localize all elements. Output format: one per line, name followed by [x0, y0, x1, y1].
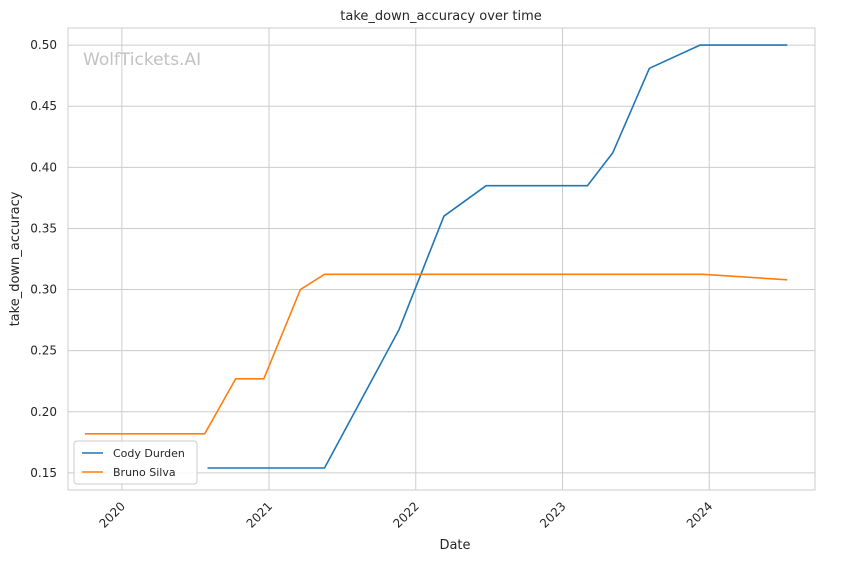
y-tick-labels: 0.15 0.20 0.25 0.30 0.35 0.40 0.45 0.50	[30, 38, 57, 480]
watermark-text: WolfTickets.AI	[83, 50, 201, 70]
y-tick-label: 0.50	[30, 38, 57, 52]
y-tick-label: 0.45	[30, 99, 57, 113]
y-tick-label: 0.40	[30, 160, 57, 174]
legend-label: Cody Durden	[113, 447, 185, 460]
plot-frame	[67, 27, 816, 491]
y-axis-label: take_down_accuracy	[8, 191, 23, 326]
series-layer	[84, 44, 788, 469]
legend-label: Bruno Silva	[113, 466, 176, 479]
y-tick-label: 0.15	[30, 466, 57, 480]
legend: Cody Durden Bruno Silva	[73, 440, 198, 485]
x-axis-label: Date	[439, 538, 470, 553]
series-line	[207, 44, 788, 469]
legend-box	[73, 440, 198, 485]
chart-title: take_down_accuracy over time	[340, 9, 541, 24]
y-tick-label: 0.25	[30, 344, 57, 358]
y-tick-label: 0.35	[30, 221, 57, 235]
y-tick-label: 0.30	[30, 283, 57, 297]
series-line	[84, 273, 788, 435]
grid-lines	[68, 28, 815, 490]
y-tick-label: 0.20	[30, 405, 57, 419]
